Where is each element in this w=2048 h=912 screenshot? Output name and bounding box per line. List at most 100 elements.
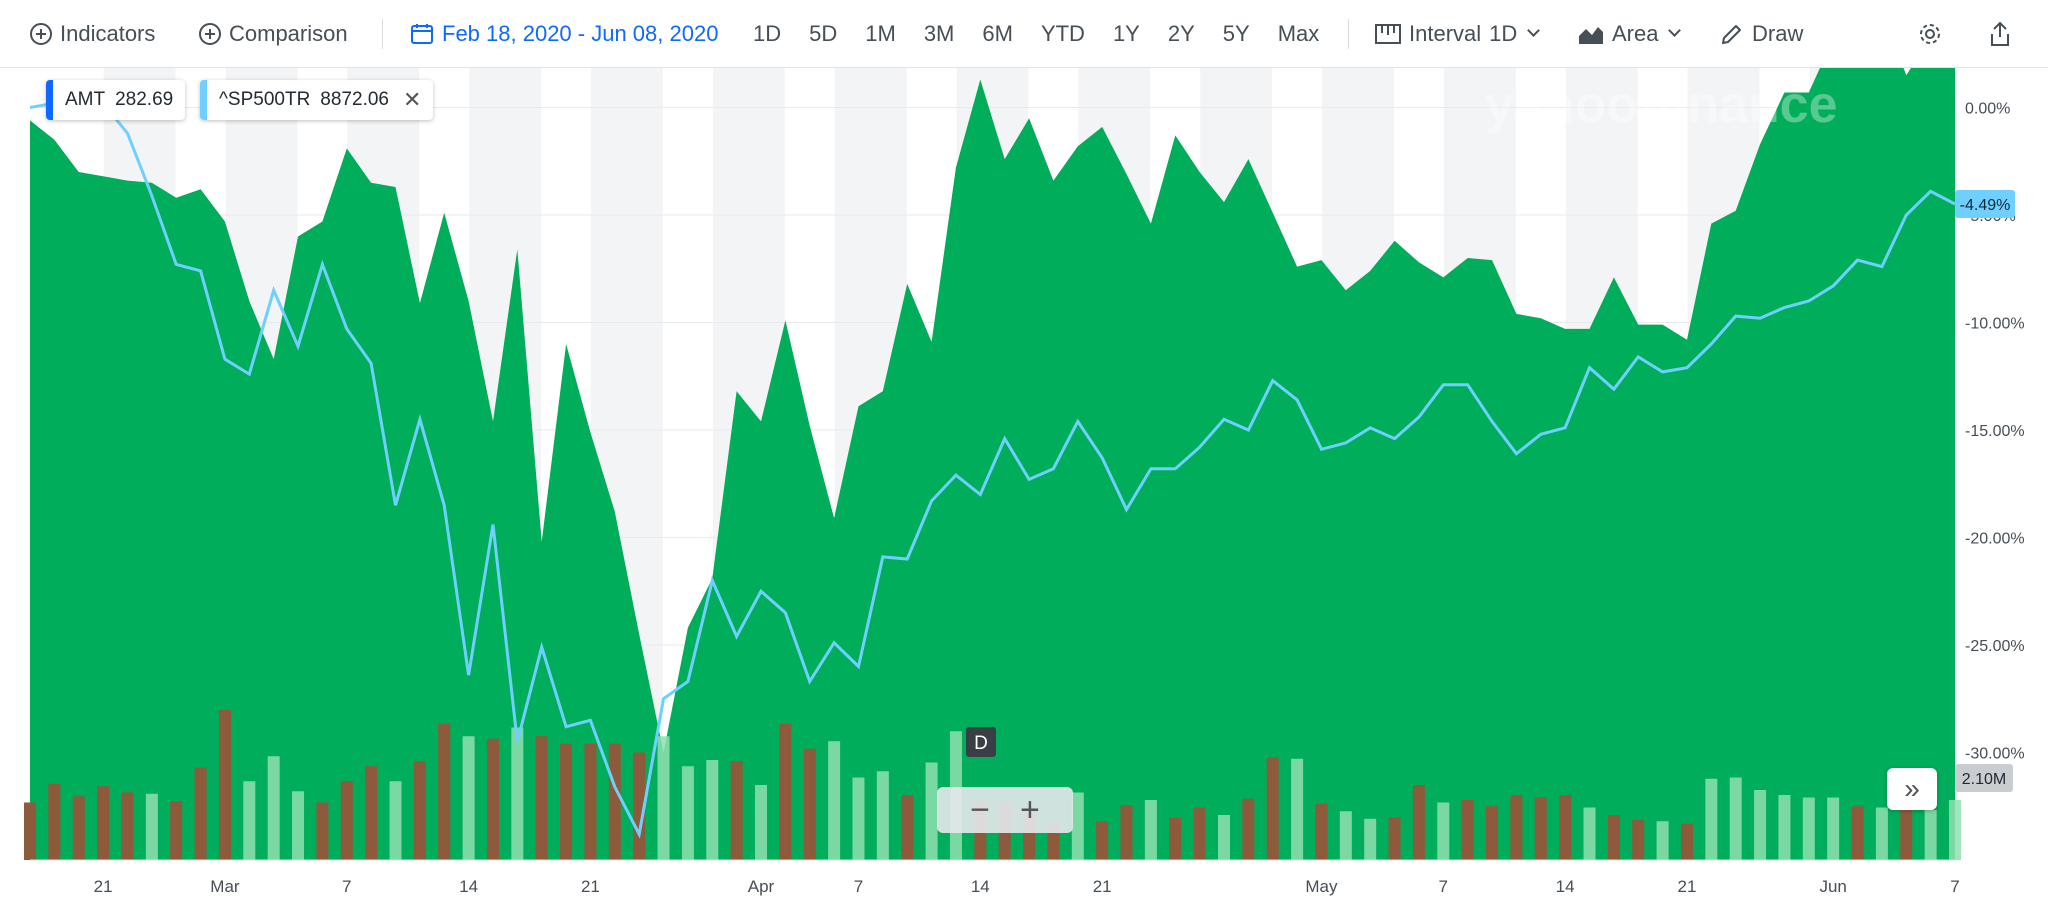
volume-bar	[1802, 797, 1815, 860]
volume-bar	[1534, 797, 1547, 860]
divider	[382, 19, 383, 49]
volume-bar	[170, 801, 183, 860]
add-circle-icon	[199, 22, 221, 45]
dividend-marker[interactable]	[966, 727, 996, 757]
y-axis-label: -10.00%	[1965, 316, 2025, 333]
add-circle-icon	[30, 22, 52, 45]
x-axis-label: Apr	[748, 877, 775, 896]
x-axis-label: 21	[94, 877, 113, 896]
volume-bar	[1461, 800, 1474, 860]
range-button-1d[interactable]: 1D	[753, 20, 782, 46]
volume-bar	[1120, 805, 1133, 860]
volume-bar	[365, 766, 378, 860]
area-series-amt	[30, 10, 1955, 860]
range-button-ytd[interactable]: YTD	[1040, 20, 1085, 46]
range-button-5y[interactable]: 5Y	[1222, 20, 1250, 46]
volume-bar	[657, 736, 670, 860]
price-chart[interactable]: 0.00%-5.00%-10.00%-15.00%-20.00%-25.00%-…	[0, 4, 2048, 907]
volume-bar	[1754, 790, 1767, 860]
range-button-6m[interactable]: 6M	[982, 20, 1013, 46]
volume-bar	[1315, 803, 1328, 860]
volume-bar	[1583, 807, 1596, 860]
volume-bar	[608, 743, 621, 860]
calendar-icon	[411, 23, 433, 44]
volume-bar	[292, 791, 305, 860]
sp500tr-change-badge	[1955, 190, 2015, 219]
zoom-in-button[interactable]: +	[1020, 790, 1040, 829]
chart-toolbar: Indicators Comparison Feb 18, 2020 - Jun…	[0, 0, 2048, 68]
volume-bar	[1193, 807, 1206, 860]
draw-label: Draw	[1752, 20, 1804, 46]
chart-type-dropdown[interactable]: Area	[1578, 20, 1682, 47]
volume-bar	[340, 781, 353, 860]
share-button[interactable]	[1988, 21, 2012, 47]
volume-bar	[681, 766, 694, 860]
volume-bar	[1559, 795, 1572, 860]
volume-bar	[584, 743, 597, 860]
volume-bar	[876, 771, 889, 860]
volume-bar	[1388, 817, 1401, 860]
range-button-3m[interactable]: 3M	[923, 20, 955, 46]
legend-chip-sp500tr[interactable]: ^SP500TR 8872.06 ✕	[200, 80, 434, 120]
y-axis-label: -20.00%	[1965, 531, 2025, 548]
settings-button[interactable]	[1917, 21, 1943, 47]
volume-bar	[121, 792, 134, 860]
volume-bar	[1339, 811, 1352, 860]
volume-bar	[560, 743, 573, 860]
volume-bar	[1729, 777, 1742, 860]
volume-bar	[852, 777, 865, 860]
zoom-controls: − +	[937, 787, 1073, 833]
legend-chip-amt[interactable]: AMT 282.69	[46, 80, 186, 120]
x-axis-label: 7	[342, 877, 351, 896]
zoom-out-button[interactable]: −	[970, 790, 990, 829]
volume-bar	[267, 756, 280, 860]
area-chart-icon	[1579, 26, 1603, 44]
volume-bar	[316, 802, 329, 860]
comparison-label: Comparison	[229, 20, 348, 46]
range-button-max[interactable]: Max	[1277, 20, 1320, 46]
draw-button[interactable]: Draw	[1720, 21, 1803, 47]
interval-value: 1D	[1489, 20, 1518, 46]
comparison-button[interactable]: Comparison	[199, 21, 348, 47]
volume-bar	[1412, 785, 1425, 860]
legend-symbol: AMT	[65, 89, 106, 110]
x-axis-label: 14	[459, 877, 478, 896]
close-icon[interactable]: ✕	[402, 87, 422, 112]
line-series-sp500tr	[29, 97, 1956, 839]
volume-bar	[243, 781, 256, 860]
volume-bar	[1705, 778, 1718, 860]
chevron-down-icon	[1527, 24, 1541, 37]
x-axis-label: 7	[854, 877, 863, 896]
volume-bar	[72, 796, 85, 860]
legend-value: 8872.06	[320, 89, 389, 110]
scroll-to-latest-button[interactable]: »	[1887, 768, 1937, 810]
x-axis-label: 21	[581, 877, 600, 896]
volume-bar	[1851, 806, 1864, 860]
volume-bar	[1875, 807, 1888, 860]
range-button-1y[interactable]: 1Y	[1112, 20, 1140, 46]
volume-bar	[1266, 757, 1279, 860]
volume-bar	[633, 752, 646, 860]
ruler-icon	[1375, 23, 1401, 44]
range-button-5d[interactable]: 5D	[809, 20, 838, 46]
chart-type-label: Area	[1612, 20, 1659, 46]
date-range-label: Feb 18, 2020 - Jun 08, 2020	[442, 20, 719, 46]
volume-bar	[901, 795, 914, 860]
volume-bar	[1607, 815, 1620, 860]
y-axis-label: -30.00%	[1965, 746, 2025, 763]
indicators-button[interactable]: Indicators	[30, 21, 155, 47]
range-button-2y[interactable]: 2Y	[1167, 20, 1195, 46]
chart-area[interactable]: 0.00%-5.00%-10.00%-15.00%-20.00%-25.00%-…	[0, 4, 2048, 907]
volume-bar	[1924, 810, 1937, 860]
volume-bar	[97, 786, 110, 860]
range-button-1m[interactable]: 1M	[865, 20, 896, 46]
interval-dropdown[interactable]: Interval 1D	[1375, 20, 1541, 47]
x-axis-label: 21	[1678, 877, 1697, 896]
legend-color-swatch	[200, 80, 207, 120]
legend-value: 282.69	[115, 89, 174, 110]
x-axis-label: Jun	[1819, 877, 1846, 896]
interval-label: Interval	[1409, 20, 1482, 46]
date-range-picker[interactable]: Feb 18, 2020 - Jun 08, 2020	[410, 21, 718, 47]
volume-bar	[145, 793, 158, 860]
volume-bar	[194, 767, 207, 860]
